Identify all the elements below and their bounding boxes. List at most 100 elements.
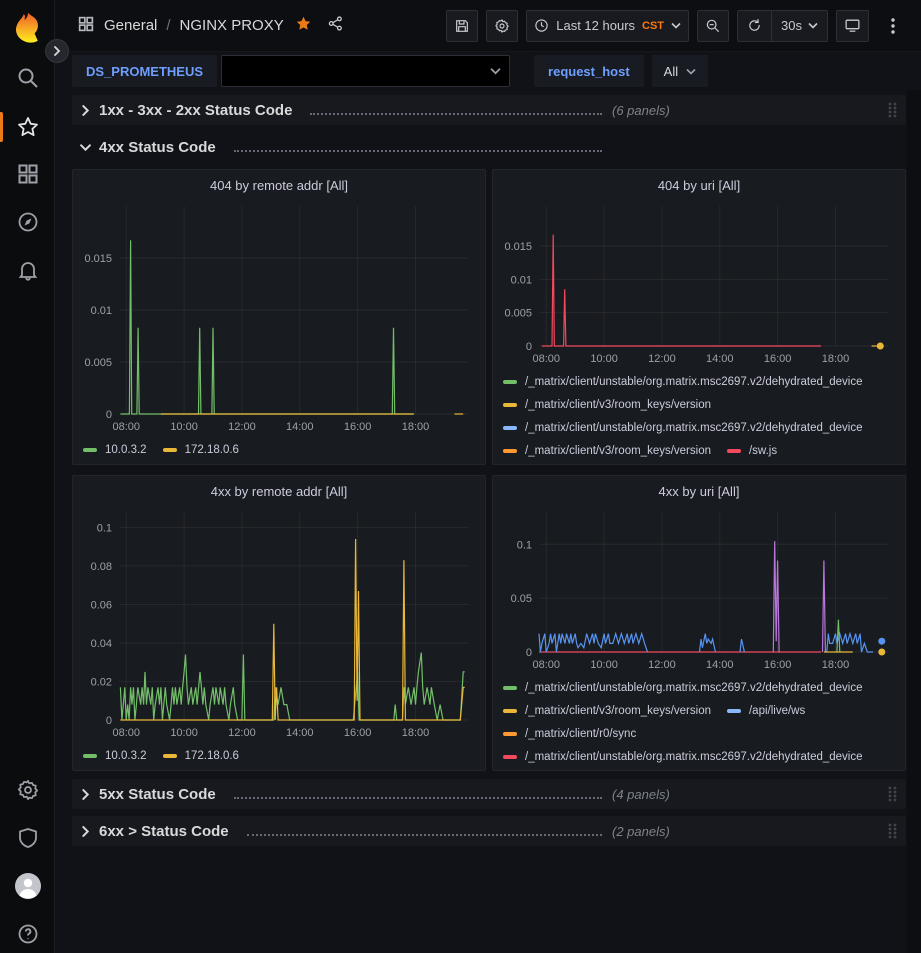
share-icon[interactable] — [327, 15, 344, 36]
legend-label: /_matrix/client/v3/room_keys/version — [525, 704, 711, 717]
panel-404-by-remote-addr[interactable]: 404 by remote addr [All] 08:00 10:00 12:00… — [72, 169, 486, 465]
refresh-interval-value: 30s — [781, 18, 802, 33]
help-icon[interactable] — [0, 922, 55, 946]
dashboard-settings-button[interactable] — [486, 9, 519, 42]
svg-text:16:00: 16:00 — [764, 353, 792, 365]
explore-compass-icon[interactable] — [0, 210, 55, 234]
configuration-gear-icon[interactable] — [0, 778, 55, 802]
svg-text:0.1: 0.1 — [517, 539, 532, 551]
grafana-logo[interactable] — [0, 10, 55, 44]
legend-label: /_matrix/client/unstable/org.matrix.msc2… — [525, 375, 863, 388]
svg-text:10:00: 10:00 — [170, 421, 198, 433]
breadcrumb-separator: / — [166, 17, 171, 34]
svg-text:0: 0 — [106, 715, 112, 727]
legend-row: 10.0.3.2 172.18.0.6 — [83, 744, 481, 767]
panel-4xx-by-remote-addr[interactable]: 4xx by remote addr [All] 08:00 10:00 12:00… — [72, 475, 486, 771]
refresh-interval-dropdown[interactable]: 30s — [771, 10, 827, 41]
datasource-variable-label[interactable]: DS_PROMETHEUS — [72, 55, 218, 87]
request-host-value: All — [663, 63, 679, 79]
chevron-down-icon — [490, 68, 501, 75]
legend-item[interactable]: /_matrix/client/v3/room_keys/version — [503, 445, 711, 457]
time-series-chart[interactable]: 08:00 10:00 12:00 14:00 16:00 18:00 0 0.05 0.1 — [499, 506, 899, 674]
svg-text:0.01: 0.01 — [511, 274, 532, 286]
legend-item[interactable]: /_matrix/client/r0/sync — [503, 728, 636, 740]
server-admin-shield-icon[interactable] — [0, 826, 55, 850]
legend-item[interactable]: /_matrix/client/v3/room_keys/version — [503, 705, 711, 717]
legend-item[interactable]: /_matrix/client/unstable/org.matrix.msc2… — [503, 751, 863, 763]
svg-text:0.02: 0.02 — [91, 676, 112, 688]
alerting-bell-icon[interactable] — [0, 258, 55, 282]
starred-dashboards-icon[interactable] — [0, 115, 55, 139]
refresh-button[interactable] — [738, 11, 771, 41]
svg-text:18:00: 18:00 — [822, 659, 850, 671]
row-drag-handle[interactable] — [887, 823, 898, 839]
panel-title[interactable]: 404 by uri [All] — [657, 177, 741, 193]
legend-row: /_matrix/client/v3/room_keys/version — [503, 393, 901, 416]
legend-swatch — [162, 447, 177, 452]
legend-row: /_matrix/client/unstable/org.matrix.msc2… — [503, 370, 901, 393]
svg-text:0.05: 0.05 — [511, 593, 532, 605]
panel-title[interactable]: 4xx by remote addr [All] — [210, 483, 348, 499]
legend-item[interactable]: /_matrix/client/unstable/org.matrix.msc2… — [503, 422, 863, 434]
row-panel-count: (6 panels) — [612, 102, 670, 118]
svg-text:0: 0 — [106, 409, 112, 421]
legend-swatch — [503, 379, 517, 384]
svg-text:14:00: 14:00 — [286, 421, 314, 433]
request-host-variable-label[interactable]: request_host — [534, 55, 644, 87]
legend-item[interactable]: 172.18.0.6 — [162, 444, 239, 456]
chevron-down-icon — [671, 22, 681, 29]
svg-text:10:00: 10:00 — [590, 659, 618, 671]
panel-title[interactable]: 4xx by uri [All] — [658, 483, 740, 499]
kebab-menu-button[interactable] — [877, 10, 909, 42]
time-series-chart[interactable]: 08:00 10:00 12:00 14:00 16:00 18:00 0 0.02 0.04 0… — [79, 506, 479, 742]
svg-text:18:00: 18:00 — [402, 727, 430, 739]
legend-item[interactable]: /sw.js — [726, 445, 777, 457]
datasource-variable-select[interactable] — [221, 55, 511, 87]
search-icon[interactable] — [0, 66, 55, 90]
time-range-picker[interactable]: Last 12 hours CST — [526, 9, 690, 42]
time-series-chart[interactable]: 08:00 10:00 12:00 14:00 16:00 18:00 0 0.005 0.01… — [499, 200, 899, 368]
tv-mode-button[interactable] — [836, 9, 869, 42]
time-series-chart[interactable]: 08:00 10:00 12:00 14:00 16:00 18:00 0 0.005 0.01… — [79, 200, 479, 436]
breadcrumb-folder[interactable]: General — [104, 17, 158, 34]
time-range-label: Last 12 hours — [556, 18, 636, 33]
row-header-6xx[interactable]: 6xx > Status Code (2 panels) — [72, 816, 906, 846]
legend-swatch — [503, 448, 517, 453]
legend-item[interactable]: /_matrix/client/unstable/org.matrix.msc2… — [503, 376, 863, 388]
panel-title[interactable]: 404 by remote addr [All] — [209, 177, 349, 193]
legend-label: 10.0.3.2 — [105, 443, 147, 456]
breadcrumb-dashboard-title[interactable]: NGINX PROXY — [179, 17, 284, 34]
scroll-gutter[interactable] — [907, 90, 921, 953]
svg-text:14:00: 14:00 — [286, 727, 314, 739]
user-avatar[interactable] — [0, 872, 55, 900]
row-header-1xx-3xx-2xx[interactable]: 1xx - 3xx - 2xx Status Code (6 panels) — [72, 95, 906, 125]
legend-item[interactable]: /_matrix/client/v3/room_keys/version — [503, 399, 711, 411]
row-drag-handle[interactable] — [887, 102, 898, 118]
chart-svg: 08:00 10:00 12:00 14:00 16:00 18:00 0 0.005 0.01… — [84, 206, 469, 433]
panel-404-by-uri[interactable]: 404 by uri [All] 08:00 10:00 12:00 14:00 16:… — [492, 169, 906, 465]
legend-item[interactable]: 10.0.3.2 — [83, 444, 147, 456]
sidebar-expand-button[interactable] — [45, 39, 69, 63]
legend-label: /_matrix/client/v3/room_keys/version — [525, 398, 711, 411]
chevron-down-icon — [686, 68, 696, 75]
row-drag-handle[interactable] — [887, 786, 898, 802]
panel-4xx-by-uri[interactable]: 4xx by uri [All] 08:00 10:00 12:00 14:00 16:… — [492, 475, 906, 771]
svg-text:0.005: 0.005 — [504, 308, 532, 320]
row-header-5xx[interactable]: 5xx Status Code (4 panels) — [72, 779, 906, 809]
request-host-variable-select[interactable]: All — [651, 55, 709, 87]
dotted-leader — [310, 113, 602, 115]
legend-item[interactable]: /api/live/ws — [726, 705, 805, 717]
dotted-leader — [233, 797, 602, 799]
svg-text:08:00: 08:00 — [112, 727, 140, 739]
legend-item[interactable]: 10.0.3.2 — [83, 750, 147, 762]
legend-label: /_matrix/client/unstable/org.matrix.msc2… — [525, 750, 863, 763]
apps-grid-icon[interactable] — [77, 15, 95, 37]
save-dashboard-button[interactable] — [446, 9, 479, 42]
legend-item[interactable]: /_matrix/client/unstable/org.matrix.msc2… — [503, 682, 863, 694]
legend-item[interactable]: 172.18.0.6 — [162, 750, 239, 762]
dashboards-icon[interactable] — [0, 162, 55, 186]
legend-swatch — [83, 753, 97, 758]
zoom-out-time-button[interactable] — [697, 9, 730, 42]
star-filled-icon[interactable] — [295, 15, 312, 36]
row-header-4xx[interactable]: 4xx Status Code — [72, 132, 906, 162]
